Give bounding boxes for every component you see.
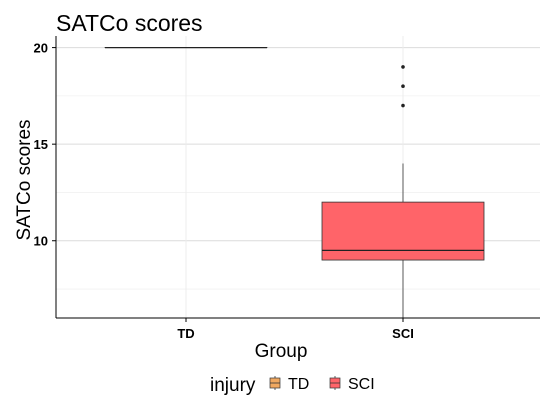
outlier-point: [401, 65, 405, 69]
y-tick-label: 10: [34, 234, 48, 249]
box-sci: [321, 65, 485, 318]
box-iqr: [321, 201, 485, 261]
outlier-point: [401, 84, 405, 89]
legend-label: SCI: [348, 376, 375, 393]
legend-title: injury: [210, 375, 256, 396]
axes: 10 15 20 TD SCI: [34, 36, 540, 341]
grid: [56, 36, 540, 318]
outlier-point: [401, 103, 405, 108]
y-axis-title: SATCo scores: [14, 119, 35, 240]
chart-title: SATCo scores: [56, 10, 203, 36]
x-axis-title: Group: [255, 341, 308, 362]
x-tick-label-sci: SCI: [392, 326, 414, 341]
legend-item-sci: SCI: [329, 376, 375, 393]
legend-item-td: TD: [269, 376, 309, 393]
plot-marks: [104, 46, 485, 318]
y-tick-label: 20: [34, 41, 48, 56]
y-tick-label: 15: [34, 137, 48, 152]
legend: injury TD SCI: [210, 375, 375, 396]
x-tick-label-td: TD: [177, 326, 194, 341]
legend-label: TD: [288, 376, 309, 393]
